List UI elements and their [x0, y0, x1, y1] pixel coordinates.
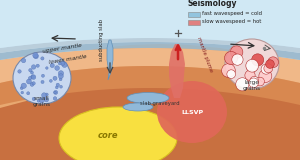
Ellipse shape [50, 79, 52, 82]
Polygon shape [0, 66, 300, 105]
Ellipse shape [123, 103, 153, 111]
Ellipse shape [227, 70, 236, 78]
Ellipse shape [256, 77, 264, 86]
Ellipse shape [224, 51, 238, 65]
Ellipse shape [60, 85, 62, 88]
Polygon shape [0, 48, 300, 83]
Ellipse shape [45, 93, 48, 96]
Ellipse shape [127, 92, 169, 104]
Ellipse shape [26, 79, 32, 84]
Ellipse shape [42, 93, 46, 98]
Ellipse shape [44, 98, 49, 102]
Ellipse shape [41, 80, 44, 84]
Ellipse shape [225, 39, 279, 89]
Ellipse shape [54, 90, 58, 94]
Ellipse shape [21, 91, 24, 94]
Ellipse shape [18, 70, 21, 73]
Ellipse shape [37, 99, 40, 102]
Ellipse shape [245, 70, 255, 80]
Ellipse shape [60, 61, 65, 65]
Ellipse shape [55, 66, 59, 70]
Ellipse shape [32, 65, 36, 69]
Polygon shape [0, 44, 300, 160]
Ellipse shape [246, 61, 257, 72]
Ellipse shape [157, 81, 227, 143]
Ellipse shape [259, 70, 272, 83]
Polygon shape [0, 0, 300, 48]
Ellipse shape [28, 76, 32, 80]
Ellipse shape [31, 75, 36, 79]
Ellipse shape [58, 62, 62, 65]
Ellipse shape [59, 107, 177, 160]
Ellipse shape [33, 53, 38, 58]
Ellipse shape [41, 74, 44, 77]
Polygon shape [0, 42, 300, 60]
Ellipse shape [268, 57, 278, 68]
Ellipse shape [46, 67, 48, 69]
Ellipse shape [20, 87, 23, 90]
Ellipse shape [56, 86, 58, 89]
Ellipse shape [30, 83, 34, 86]
FancyBboxPatch shape [188, 20, 200, 24]
Ellipse shape [58, 71, 64, 76]
Ellipse shape [261, 64, 271, 74]
Ellipse shape [58, 74, 63, 79]
Text: slow wavespeed = hot: slow wavespeed = hot [202, 20, 261, 24]
Text: slab graveyard: slab graveyard [140, 101, 180, 106]
Ellipse shape [39, 98, 44, 103]
Ellipse shape [31, 71, 33, 74]
Ellipse shape [249, 78, 258, 88]
Ellipse shape [27, 92, 30, 95]
Ellipse shape [62, 62, 67, 68]
Ellipse shape [59, 78, 62, 81]
Ellipse shape [13, 52, 71, 104]
Polygon shape [169, 44, 185, 98]
Ellipse shape [53, 76, 57, 80]
Ellipse shape [29, 68, 32, 72]
Ellipse shape [36, 64, 39, 67]
Ellipse shape [21, 83, 26, 88]
Text: upper mantle: upper mantle [42, 43, 82, 54]
Ellipse shape [21, 58, 26, 63]
Ellipse shape [266, 60, 274, 68]
Ellipse shape [34, 54, 38, 59]
Ellipse shape [264, 64, 273, 73]
Text: core: core [98, 131, 118, 140]
Ellipse shape [252, 54, 264, 66]
Text: fast wavespeed = cold: fast wavespeed = cold [202, 12, 262, 16]
Ellipse shape [32, 97, 36, 101]
Polygon shape [107, 40, 113, 80]
Text: mantle plume: mantle plume [196, 36, 213, 73]
Ellipse shape [236, 78, 249, 91]
Text: large
grains: large grains [243, 80, 261, 91]
Text: lower mantle: lower mantle [49, 54, 87, 65]
Text: Seismology: Seismology [188, 0, 238, 8]
Text: subducting slab: subducting slab [98, 19, 104, 61]
Ellipse shape [246, 59, 259, 72]
Ellipse shape [41, 57, 44, 60]
Ellipse shape [56, 83, 59, 87]
Ellipse shape [232, 54, 243, 65]
Polygon shape [0, 38, 300, 53]
Text: small
grains: small grains [33, 96, 51, 107]
Ellipse shape [50, 63, 54, 68]
Ellipse shape [250, 76, 259, 85]
Polygon shape [0, 80, 300, 160]
Ellipse shape [31, 75, 34, 79]
Ellipse shape [222, 64, 235, 77]
Text: LLSVP: LLSVP [181, 110, 203, 115]
Ellipse shape [32, 82, 35, 85]
FancyBboxPatch shape [188, 12, 200, 16]
Ellipse shape [54, 91, 56, 94]
Ellipse shape [53, 97, 57, 100]
Ellipse shape [230, 46, 243, 58]
